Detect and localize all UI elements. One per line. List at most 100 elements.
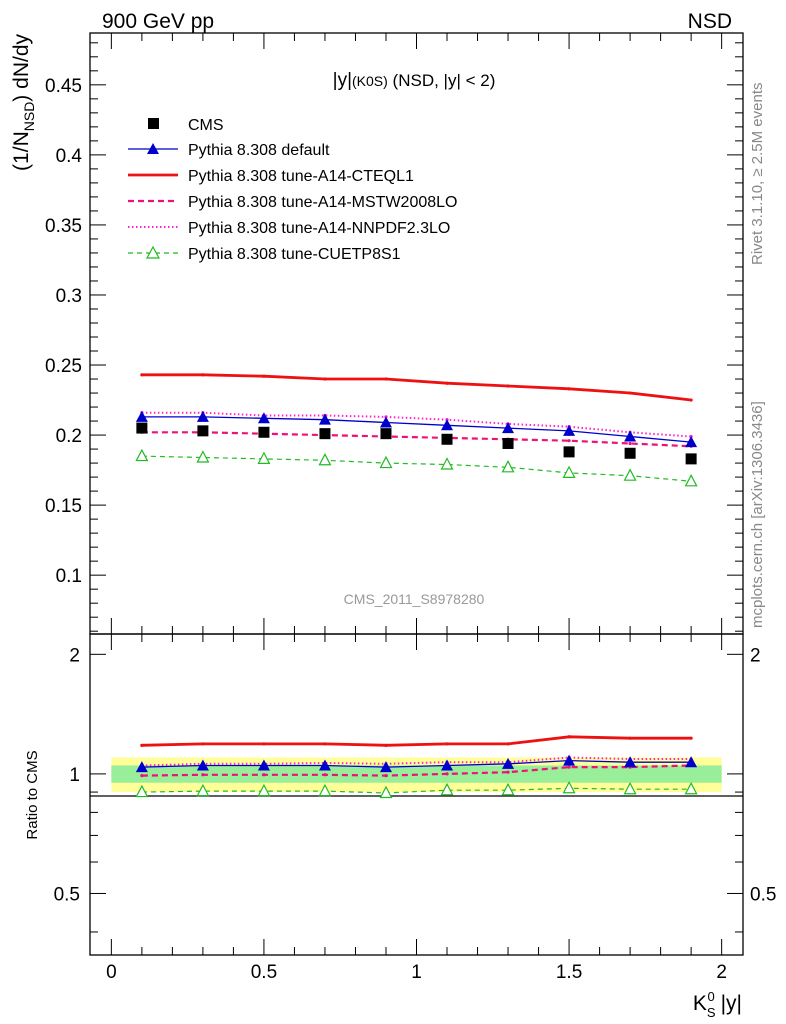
point-cteql1-marker — [689, 398, 693, 402]
ratio-y-tick-label-right: 0.5 — [750, 884, 776, 905]
cms-point — [197, 425, 209, 437]
ratio-point-default-marker — [379, 761, 392, 773]
legend-label-cms: CMS — [188, 117, 224, 134]
ratio-point-default-marker — [624, 756, 637, 768]
series-cteql1 — [140, 373, 693, 402]
series-default — [135, 410, 698, 448]
analysis-watermark: CMS_2011_S8978280 — [344, 591, 485, 607]
ratio-line-mstw — [141, 764, 692, 777]
point-default-marker — [502, 422, 515, 434]
y-tick-label: 0.45 — [45, 76, 82, 97]
legend-entry-cuetp8s1: Pythia 8.308 tune-CUETP8S1 — [128, 245, 401, 263]
ratio-point-default-marker — [318, 759, 331, 771]
ratio-y-ticks: 0.5 0.5 1 2 2 — [54, 645, 776, 933]
legend-marker-default — [147, 143, 159, 154]
ratio-point-cteql1-marker — [506, 742, 510, 746]
series-line-cuetp8s1 — [141, 455, 692, 482]
ratio-point-mstw-marker — [506, 770, 510, 774]
point-cuetp8s1-marker — [135, 448, 149, 462]
ratio-point-cteql1-marker — [384, 743, 388, 747]
point-cuetp8s1-marker — [379, 455, 393, 469]
cms-point — [563, 446, 575, 458]
x-tick-label: 0 — [106, 962, 117, 983]
main-panel: 0.1 0.15 0.2 0.25 0.3 0.35 0.4 0.45 |y|(K0S) (N… — [10, 32, 744, 635]
legend-label-nnpdf: Pythia 8.308 tune-A14-NNPDF2.3LO — [188, 220, 450, 237]
ratio-point-cteql1-marker — [140, 743, 144, 747]
point-default-marker — [135, 410, 148, 422]
ratio-point-cteql1-marker — [689, 736, 693, 740]
ratio-plot-frame — [89, 633, 744, 956]
ratio-point-cuetp8s1-marker — [501, 782, 515, 796]
rivet-version-text: Rivet 3.1.10, ≥ 2.5M events — [749, 83, 766, 266]
legend-marker-cuetp8s1 — [145, 245, 161, 259]
point-cteql1-marker — [323, 377, 327, 381]
ratio-point-cuetp8s1-marker — [135, 784, 149, 798]
ratio-point-default-marker — [257, 759, 270, 771]
ratio-point-default-marker — [441, 759, 454, 771]
point-cuetp8s1-marker — [562, 465, 576, 478]
ratio-point-default-marker — [685, 756, 698, 768]
ratio-point-mstw-marker — [140, 774, 144, 778]
x-tick-label: 1 — [411, 962, 422, 983]
x-tick-label: 0.5 — [251, 962, 277, 983]
cms-point — [685, 453, 697, 465]
point-mstw-marker — [567, 439, 571, 443]
ratio-point-mstw-marker — [445, 772, 449, 776]
point-cuetp8s1-marker — [684, 474, 698, 487]
ratio-point-default-marker — [502, 757, 515, 769]
point-cuetp8s1-marker — [623, 468, 637, 481]
ratio-point-mstw-marker — [323, 773, 327, 777]
ratio-series-cteql1 — [140, 735, 693, 747]
x-ticks: 0 0.5 1 1.5 2 — [106, 634, 727, 983]
ratio-point-default-marker — [196, 759, 209, 771]
cms-point — [441, 433, 453, 445]
point-cuetp8s1-marker — [318, 452, 332, 466]
point-default-marker — [685, 436, 698, 448]
ratio-y-axis-label: Ratio to CMS — [24, 750, 41, 839]
point-default-marker — [318, 413, 331, 425]
ratio-point-cuetp8s1-marker — [379, 785, 393, 799]
ratio-y-tick-label: 0.5 — [54, 884, 80, 905]
legend-entry-cms: CMS — [148, 117, 224, 134]
ratio-line-default — [141, 759, 692, 768]
point-default-marker — [379, 416, 392, 428]
series-line-mstw — [141, 431, 692, 448]
y-tick-label: 0.25 — [45, 356, 82, 377]
ratio-y-tick-label-right: 2 — [750, 645, 761, 666]
point-cteql1-marker — [262, 374, 266, 378]
mcplots-reference-text: mcplots.cern.ch [arXiv:1306.3436] — [749, 401, 766, 628]
ratio-point-cteql1-marker — [201, 742, 205, 746]
point-cteql1-marker — [140, 373, 144, 377]
point-default-marker — [563, 424, 576, 436]
ratio-point-cteql1-marker — [262, 742, 266, 746]
point-cteql1-marker — [384, 377, 388, 381]
series-cuetp8s1 — [135, 448, 698, 487]
ratio-series-cuetp8s1 — [135, 780, 698, 799]
ratio-point-default-marker — [135, 761, 148, 773]
cms-point — [624, 447, 636, 459]
legend-label-mstw: Pythia 8.308 tune-A14-MSTW2008LO — [188, 194, 457, 211]
point-default-marker — [257, 412, 270, 424]
series-line-cteql1 — [141, 373, 692, 402]
legend-marker-cms — [148, 118, 159, 129]
header-left: 900 GeV pp — [102, 10, 214, 33]
ratio-panel: 0.5 0.5 1 2 2 0 0.5 1 1.5 2 Ratio to CMS KS0 |y| — [24, 633, 776, 1020]
ratio-point-cuetp8s1-marker — [196, 783, 210, 797]
point-cteql1-marker — [506, 384, 510, 388]
point-cteql1-marker — [201, 373, 205, 377]
chart-title: |y|(K0S) (NSD, |y| < 2) — [333, 70, 496, 91]
main-series-layer — [135, 373, 698, 487]
point-cteql1-marker — [445, 381, 449, 385]
cms-point — [136, 422, 148, 434]
point-cuetp8s1-marker — [196, 450, 210, 463]
point-cuetp8s1-marker — [501, 459, 515, 473]
ratio-point-cuetp8s1-marker — [562, 780, 576, 794]
y-tick-label: 0.1 — [56, 566, 82, 587]
cms-point — [258, 426, 270, 438]
y-axis-label: (1/NNSD) dN/dy — [10, 34, 37, 171]
header-right: NSD — [688, 10, 732, 33]
legend-entry-default: Pythia 8.308 default — [128, 142, 330, 159]
point-cteql1-marker — [628, 391, 632, 395]
point-mstw-marker — [628, 441, 632, 446]
y-tick-label: 0.15 — [45, 496, 82, 517]
